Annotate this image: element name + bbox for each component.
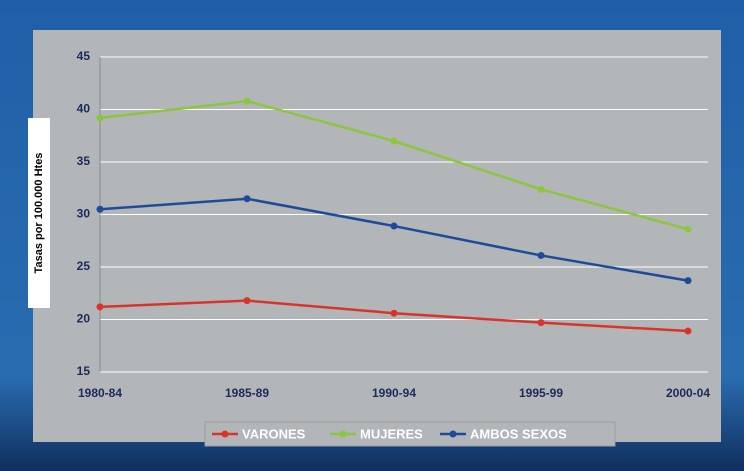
y-tick-label: 15 bbox=[77, 364, 91, 378]
data-point bbox=[390, 309, 398, 317]
x-tick-label: 2000-04 bbox=[666, 386, 710, 400]
data-point bbox=[243, 97, 251, 105]
legend-marker bbox=[221, 430, 229, 438]
data-point bbox=[684, 327, 692, 335]
data-point bbox=[537, 319, 545, 327]
y-tick-label: 30 bbox=[77, 207, 91, 221]
legend-label: AMBOS SEXOS bbox=[470, 426, 567, 441]
data-point bbox=[390, 222, 398, 230]
data-point bbox=[390, 137, 398, 145]
data-point bbox=[684, 277, 692, 285]
data-point bbox=[537, 185, 545, 193]
legend-marker bbox=[449, 430, 457, 438]
y-tick-label: 45 bbox=[77, 49, 91, 63]
legend-box bbox=[204, 421, 616, 447]
x-tick-label: 1990-94 bbox=[372, 386, 416, 400]
data-point bbox=[96, 205, 104, 213]
data-point bbox=[537, 251, 545, 259]
x-tick-label: 1980-84 bbox=[78, 386, 122, 400]
data-point bbox=[684, 225, 692, 233]
y-tick-label: 25 bbox=[77, 259, 91, 273]
legend-marker bbox=[339, 430, 347, 438]
data-point bbox=[96, 114, 104, 122]
x-tick-label: 1995-99 bbox=[519, 386, 563, 400]
y-axis-label: Tasas por 100.000 Htes bbox=[33, 153, 45, 274]
data-point bbox=[243, 195, 251, 203]
legend-label: VARONES bbox=[242, 426, 306, 441]
data-point bbox=[96, 303, 104, 311]
y-tick-label: 40 bbox=[77, 102, 91, 116]
x-tick-label: 1985-89 bbox=[225, 386, 269, 400]
legend-label: MUJERES bbox=[360, 426, 423, 441]
y-tick-label: 20 bbox=[77, 312, 91, 326]
y-tick-label: 35 bbox=[77, 154, 91, 168]
chart-panel bbox=[33, 30, 721, 442]
y-label-box bbox=[28, 118, 50, 308]
data-point bbox=[243, 297, 251, 305]
